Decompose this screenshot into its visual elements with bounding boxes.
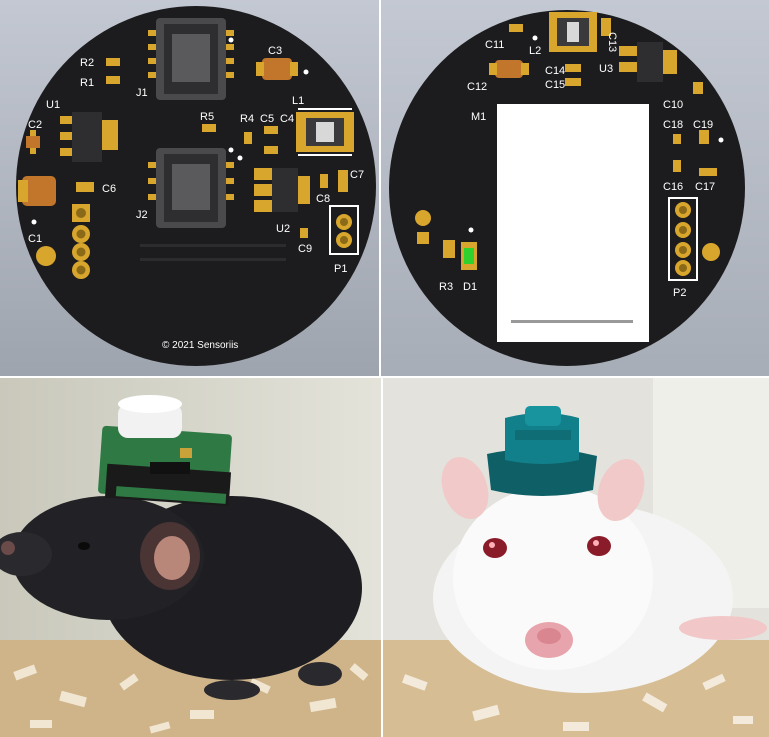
label-c2: C2 <box>28 119 42 131</box>
capacitor-c1 <box>18 176 56 206</box>
label-c9: C9 <box>298 243 312 255</box>
capacitor-c4 <box>264 146 278 154</box>
label-p2: P2 <box>673 287 686 299</box>
label-j1: J1 <box>136 87 148 99</box>
label-c7: C7 <box>350 169 364 181</box>
pin-header-left <box>72 204 90 279</box>
photo-black-mouse <box>0 378 381 737</box>
label-r1: R1 <box>80 77 94 89</box>
label-c17: C17 <box>695 181 715 193</box>
label-r5: R5 <box>200 111 214 123</box>
capacitor-c18 <box>673 134 681 144</box>
label-c18: C18 <box>663 119 683 131</box>
label-r4: R4 <box>240 113 254 125</box>
capacitor-c6 <box>76 182 94 192</box>
bedding-flakes <box>402 673 753 731</box>
capacitor-c8 <box>320 174 328 188</box>
bedding-flakes <box>13 663 369 734</box>
capacitor-c13 <box>601 18 611 36</box>
resistor-r1 <box>106 76 120 84</box>
head-mounted-device <box>98 395 232 507</box>
photo-right-drawing <box>383 378 769 737</box>
trace <box>140 244 286 247</box>
label-c12: C12 <box>467 81 487 93</box>
label-u2: U2 <box>276 223 290 235</box>
label-l2: L2 <box>529 45 541 57</box>
pad <box>417 232 429 244</box>
label-c14: C14 <box>545 65 565 77</box>
pcb-right-drawing: C11 L2 C13 C14 U3 C12 C15 C10 M1 C18 C19… <box>389 10 745 366</box>
chip-u1 <box>60 112 118 162</box>
capacitor-c17 <box>699 168 717 176</box>
pin1-marker <box>532 35 538 41</box>
label-r3: R3 <box>439 281 453 293</box>
label-d1: D1 <box>463 281 477 293</box>
label-l1: L1 <box>292 95 304 107</box>
label-m1: M1 <box>471 111 486 123</box>
pcb-left-drawing: R2 R1 J1 C3 L1 U1 R5 R4 C5 C4 C2 C6 C7 C… <box>16 6 376 366</box>
chip-u2 <box>254 168 310 212</box>
label-r2: R2 <box>80 57 94 69</box>
label-c15: C15 <box>545 79 565 91</box>
led-d1 <box>461 227 477 270</box>
label-c8: C8 <box>316 193 330 205</box>
label-c5: C5 <box>260 113 274 125</box>
resistor-r5 <box>202 124 216 132</box>
label-c4: C4 <box>280 113 294 125</box>
capacitor-c14 <box>565 64 581 72</box>
pin1-marker <box>237 155 243 161</box>
label-c16: C16 <box>663 181 683 193</box>
inductor-l2 <box>549 12 597 52</box>
mount-pad-left <box>36 246 56 266</box>
copyright-text: © 2021 Sensoriis <box>162 340 238 351</box>
head-mounted-device <box>487 406 597 496</box>
pin-header-p1 <box>329 205 359 255</box>
trace <box>140 258 286 261</box>
label-c1: C1 <box>28 233 42 245</box>
capacitor-c10 <box>693 82 703 94</box>
mount-pad <box>415 210 431 226</box>
capacitor-c12 <box>489 60 529 78</box>
capacitor-c11 <box>509 24 523 32</box>
chip-u3 <box>619 42 677 82</box>
capacitor-c3 <box>256 58 309 80</box>
connector-j1 <box>148 18 234 100</box>
label-c3: C3 <box>268 45 282 57</box>
label-u3: U3 <box>599 63 613 75</box>
resistor-r3 <box>443 240 455 258</box>
label-j2: J2 <box>136 209 148 221</box>
label-c19: C19 <box>693 119 713 131</box>
label-u1: U1 <box>46 99 60 111</box>
connector-j2 <box>148 147 234 228</box>
resistor-r2 <box>106 58 120 66</box>
module-m1 <box>497 104 649 342</box>
capacitor-c19 <box>699 130 709 144</box>
label-c10: C10 <box>663 99 683 111</box>
label-p1: P1 <box>334 263 347 275</box>
capacitor-c9 <box>300 228 308 238</box>
capacitor-c2 <box>26 130 40 154</box>
label-c13: C13 <box>606 32 618 52</box>
capacitor-c16 <box>673 160 681 172</box>
pcb-render-left: R2 R1 J1 C3 L1 U1 R5 R4 C5 C4 C2 C6 C7 C… <box>0 0 379 376</box>
capacitor-c7 <box>338 170 348 192</box>
inductor-l1 <box>296 108 354 156</box>
white-rat <box>433 457 767 693</box>
pin-header-p2 <box>668 197 698 281</box>
label-c11: C11 <box>485 39 504 51</box>
photo-left-drawing <box>0 378 381 737</box>
photo-white-rat <box>383 378 769 737</box>
pin1-marker <box>31 219 37 225</box>
resistor-r4 <box>244 132 252 144</box>
capacitor-c15 <box>565 78 581 86</box>
pcb-render-right: C11 L2 C13 C14 U3 C12 C15 C10 M1 C18 C19… <box>381 0 769 376</box>
capacitor-c5 <box>264 126 278 134</box>
label-c6: C6 <box>102 183 116 195</box>
mount-pad-right <box>702 243 720 261</box>
pin1-marker <box>718 137 724 143</box>
black-mouse <box>0 496 362 700</box>
